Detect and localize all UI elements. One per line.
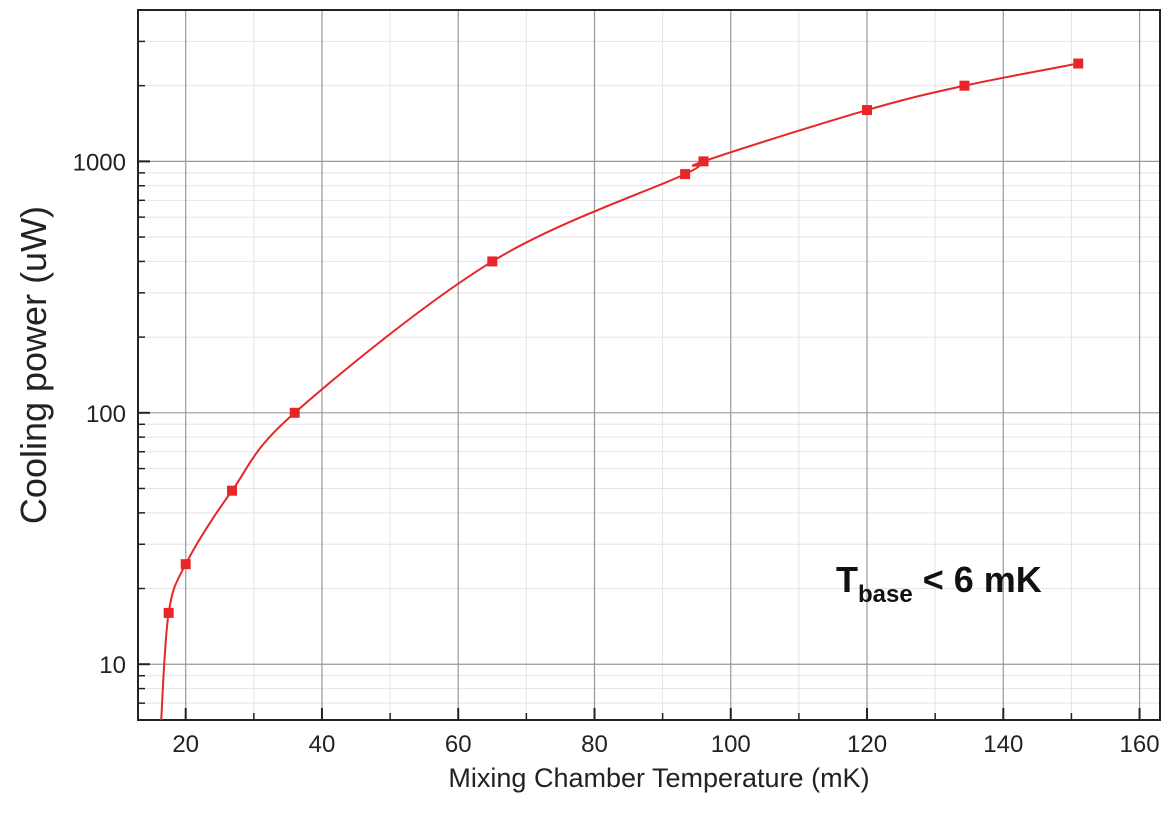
x-tick-label: 80 (581, 731, 608, 758)
data-point-marker (862, 105, 873, 116)
data-point-marker (289, 407, 300, 418)
y-tick-label: 1000 (73, 149, 126, 176)
data-point-marker (163, 607, 174, 618)
x-tick-label: 20 (172, 731, 199, 758)
data-point-marker (227, 485, 238, 496)
annotation-main: T (836, 559, 858, 600)
x-tick-label: 100 (711, 731, 751, 758)
y-tick-labels: 10 100 1000 (73, 149, 126, 679)
x-tick-label: 140 (983, 731, 1023, 758)
y-axis-title: Cooling power (uW) (13, 206, 54, 524)
series-layer (160, 58, 1084, 721)
data-point-marker (180, 559, 191, 570)
data-point-marker (487, 256, 498, 267)
data-point-marker (959, 80, 970, 91)
data-point-marker (698, 156, 709, 167)
y-tick-label: 10 (99, 652, 126, 679)
x-axis-title: Mixing Chamber Temperature (mK) (448, 763, 869, 793)
data-point-marker (680, 169, 691, 180)
x-tick-label: 120 (847, 731, 887, 758)
x-tick-label: 60 (445, 731, 472, 758)
plot-area-frame (137, 9, 1161, 721)
base-temperature-annotation: Tbase < 6 mK (836, 559, 1042, 608)
data-point-marker (1073, 58, 1084, 69)
major-grid (138, 10, 1160, 720)
x-tick-labels: 20 40 60 80 100 120 140 160 (172, 731, 1159, 758)
annotation-rest: < 6 mK (913, 559, 1042, 600)
y-tick-label: 100 (86, 401, 126, 428)
axis-ticks (138, 9, 1141, 721)
x-tick-label: 160 (1120, 731, 1160, 758)
annotation-subscript: base (858, 581, 913, 608)
x-tick-label: 40 (309, 731, 336, 758)
minor-grid (138, 9, 1160, 721)
